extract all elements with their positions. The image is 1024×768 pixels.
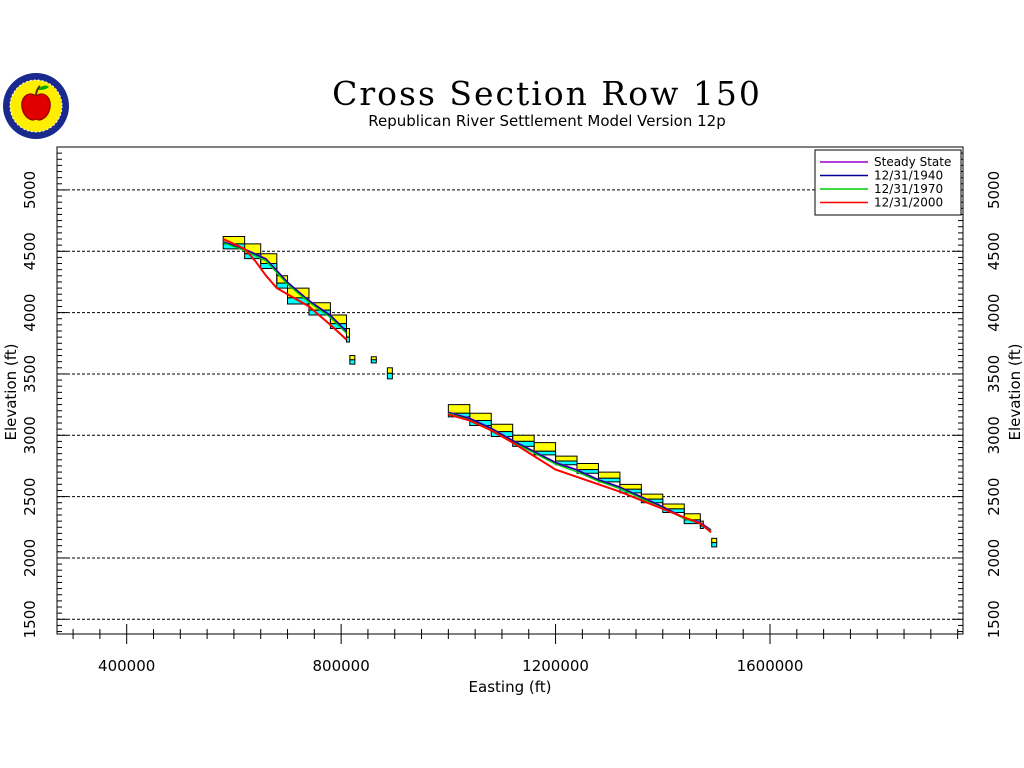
x-tick-label: 1200000 bbox=[522, 657, 589, 675]
y-tick-label-left: 1500 bbox=[21, 600, 39, 638]
x-tick-label: 400000 bbox=[98, 657, 155, 675]
series-line-3 bbox=[222, 242, 347, 334]
isolated-cell-cyan bbox=[370, 359, 377, 364]
legend-label: 12/31/1940 bbox=[874, 169, 943, 183]
y-axis-label-right: Elevation (ft) bbox=[1006, 343, 1024, 440]
y-tick-label-left: 4500 bbox=[21, 232, 39, 270]
y-tick-label-right: 2000 bbox=[985, 539, 1003, 577]
series-line-4 bbox=[222, 238, 348, 341]
y-tick-label-left: 5000 bbox=[21, 171, 39, 209]
y-tick-label-left: 4000 bbox=[21, 294, 39, 332]
chart-subtitle: Republican River Settlement Model Versio… bbox=[368, 112, 725, 130]
legend-label: 12/31/2000 bbox=[874, 196, 943, 210]
gridlines bbox=[57, 189, 963, 620]
y-tick-label-left: 3000 bbox=[21, 416, 39, 454]
isolated-cell-yellow bbox=[349, 355, 356, 361]
y-tick-label-right: 1500 bbox=[985, 600, 1003, 638]
layer-bands bbox=[222, 236, 704, 530]
chart-title: Cross Section Row 150 bbox=[332, 74, 762, 113]
y-tick-label-right: 4500 bbox=[985, 232, 1003, 270]
y-tick-label-left: 2500 bbox=[21, 478, 39, 516]
x-tick-label: 1600000 bbox=[737, 657, 804, 675]
legend-label: Steady State bbox=[874, 155, 951, 169]
isolated-cells bbox=[349, 355, 718, 548]
isolated-cell-yellow bbox=[386, 367, 393, 374]
isolated-cell-cyan bbox=[349, 359, 356, 365]
legend: Steady State12/31/194012/31/197012/31/20… bbox=[814, 149, 962, 216]
y-tick-label-right: 4000 bbox=[985, 294, 1003, 332]
series-lines bbox=[222, 238, 712, 533]
isolated-cell-cyan bbox=[711, 542, 718, 548]
y-tick-label-right: 2500 bbox=[985, 478, 1003, 516]
isolated-cell-cyan bbox=[386, 372, 393, 380]
layer-cyan bbox=[447, 412, 704, 530]
isolated-cell-yellow bbox=[711, 537, 718, 544]
x-axis-label: Easting (ft) bbox=[469, 678, 552, 696]
seal-logo bbox=[2, 72, 70, 144]
axes: 1500 1500 2000 2000 2500 2500 3000 3000 3500 3500… bbox=[21, 152, 1003, 675]
y-axis-label-left: Elevation (ft) bbox=[2, 343, 20, 440]
y-tick-label-right: 3500 bbox=[985, 355, 1003, 393]
x-tick-label: 800000 bbox=[312, 657, 369, 675]
plot-frame bbox=[56, 146, 964, 635]
y-tick-label-right: 5000 bbox=[985, 171, 1003, 209]
y-tick-label-left: 3500 bbox=[21, 355, 39, 393]
y-tick-label-left: 2000 bbox=[21, 539, 39, 577]
legend-label: 12/31/1970 bbox=[874, 182, 943, 196]
series-line-4 bbox=[448, 413, 712, 533]
y-tick-label-right: 3000 bbox=[985, 416, 1003, 454]
